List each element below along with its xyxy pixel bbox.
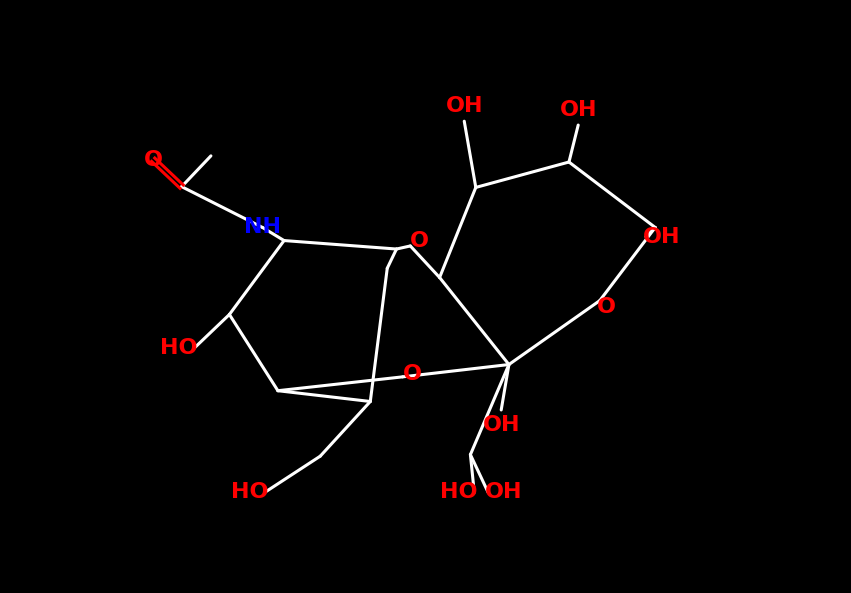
Text: OH: OH [445,96,483,116]
Text: OH: OH [483,415,520,435]
Text: O: O [410,231,429,251]
Text: NH: NH [244,218,281,237]
Text: HO: HO [440,482,477,502]
Text: O: O [144,149,163,170]
Text: O: O [403,364,421,384]
Text: HO: HO [231,482,268,502]
Text: OH: OH [643,227,680,247]
Text: HO: HO [160,339,197,358]
Text: OH: OH [485,482,523,502]
Text: O: O [597,296,615,317]
Text: OH: OH [559,100,597,120]
